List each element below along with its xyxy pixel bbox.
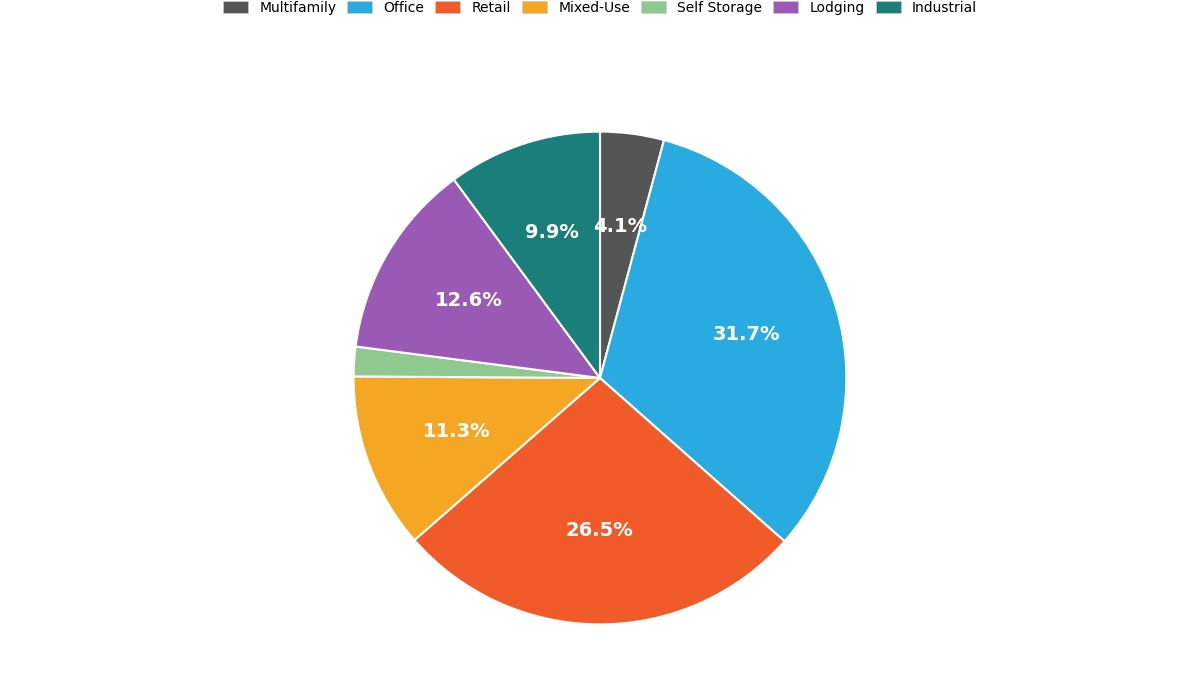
- Wedge shape: [600, 140, 846, 541]
- Text: 9.9%: 9.9%: [526, 223, 580, 242]
- Text: 4.1%: 4.1%: [593, 217, 647, 236]
- Wedge shape: [600, 132, 664, 378]
- Legend: Multifamily, Office, Retail, Mixed-Use, Self Storage, Lodging, Industrial: Multifamily, Office, Retail, Mixed-Use, …: [218, 0, 982, 19]
- Text: 26.5%: 26.5%: [565, 522, 634, 540]
- Text: 12.6%: 12.6%: [434, 291, 503, 310]
- Wedge shape: [414, 378, 785, 624]
- Wedge shape: [354, 346, 600, 378]
- Wedge shape: [355, 180, 600, 378]
- Text: 11.3%: 11.3%: [422, 421, 491, 441]
- Wedge shape: [454, 132, 600, 378]
- Text: 31.7%: 31.7%: [713, 325, 780, 344]
- Wedge shape: [354, 377, 600, 540]
